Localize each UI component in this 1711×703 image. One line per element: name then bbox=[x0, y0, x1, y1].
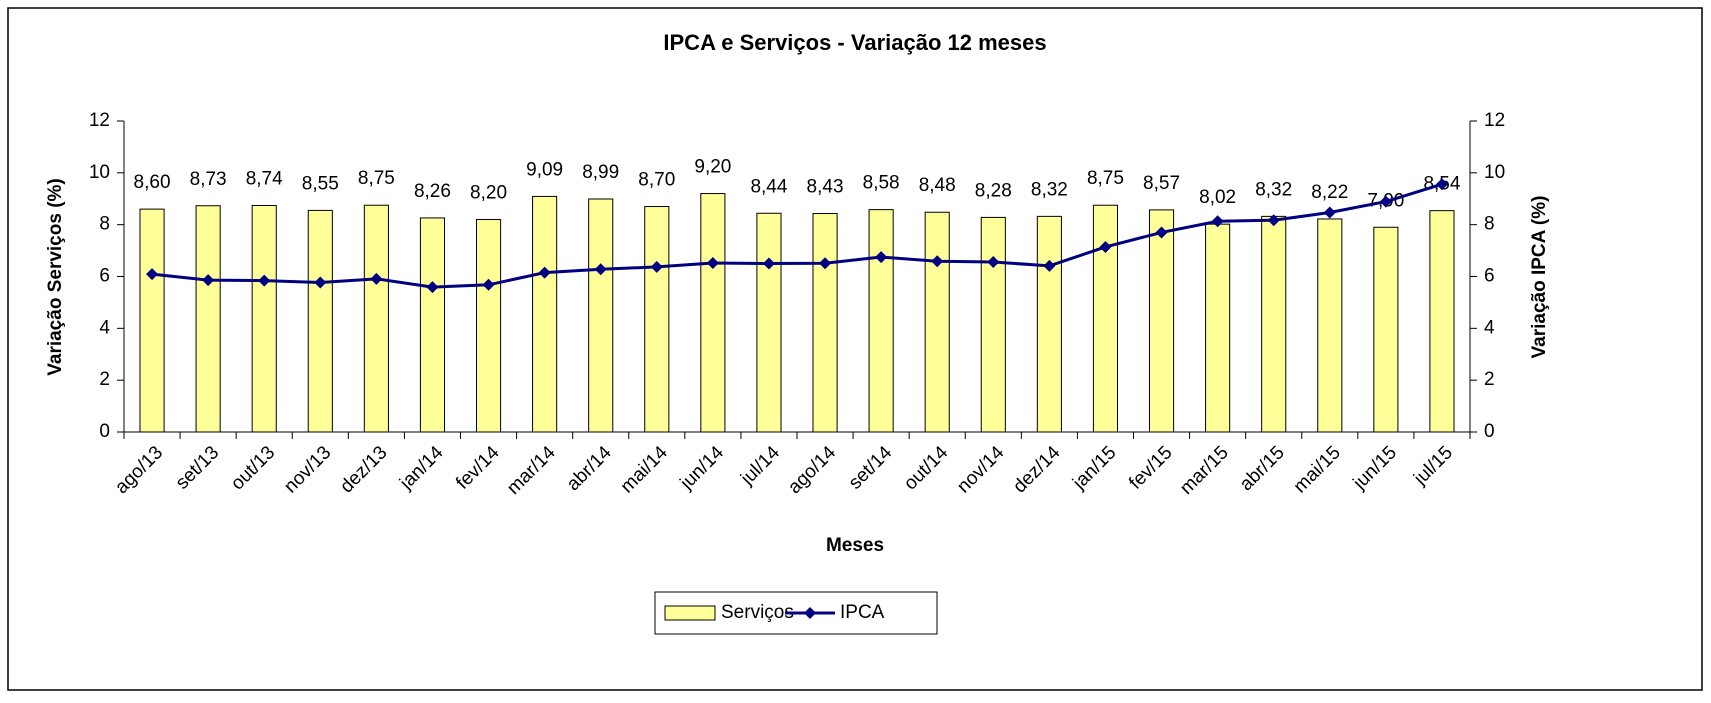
marker bbox=[819, 257, 832, 270]
data-label: 8,32 bbox=[1255, 179, 1292, 200]
bar bbox=[1148, 209, 1175, 433]
marker bbox=[1211, 215, 1224, 228]
marker bbox=[875, 251, 888, 264]
data-label: 8,58 bbox=[863, 173, 900, 194]
bar bbox=[251, 204, 277, 433]
bar bbox=[1373, 226, 1399, 433]
marker bbox=[762, 257, 775, 270]
y2-tick-label: 6 bbox=[1484, 266, 1495, 287]
data-label: 8,70 bbox=[638, 170, 675, 191]
y-tick-label: 8 bbox=[99, 214, 110, 235]
y2-tick-label: 8 bbox=[1484, 214, 1495, 235]
x-axis-title: Meses bbox=[826, 535, 884, 556]
marker bbox=[1435, 178, 1448, 191]
data-label: 8,57 bbox=[1143, 173, 1180, 194]
bar bbox=[475, 218, 502, 433]
legend-swatch bbox=[804, 607, 816, 619]
y-tick-label: 6 bbox=[99, 266, 110, 287]
data-label: 8,02 bbox=[1199, 187, 1236, 208]
data-label: 8,74 bbox=[246, 169, 283, 190]
bar bbox=[307, 209, 333, 433]
bar bbox=[363, 204, 389, 433]
bar bbox=[532, 195, 558, 433]
data-label: 8,99 bbox=[582, 162, 619, 183]
bar bbox=[868, 209, 894, 433]
bar bbox=[1092, 204, 1119, 433]
bar bbox=[588, 198, 614, 433]
bar bbox=[1429, 210, 1455, 433]
chart-title: IPCA e Serviços - Variação 12 meses bbox=[663, 30, 1046, 55]
marker bbox=[258, 274, 271, 287]
marker bbox=[1099, 240, 1112, 253]
marker bbox=[650, 260, 663, 273]
data-label: 8,22 bbox=[1311, 182, 1348, 203]
marker bbox=[1155, 226, 1168, 239]
data-label: 9,09 bbox=[526, 159, 563, 180]
y2-tick-label: 2 bbox=[1484, 369, 1495, 390]
bar bbox=[700, 193, 726, 433]
y-tick-label: 10 bbox=[89, 162, 110, 183]
marker bbox=[1043, 259, 1056, 272]
bar bbox=[195, 205, 221, 433]
bar bbox=[1317, 218, 1343, 433]
bar bbox=[139, 208, 165, 433]
data-label: 8,55 bbox=[302, 173, 339, 194]
bar bbox=[419, 217, 446, 433]
data-label: 8,20 bbox=[470, 182, 507, 203]
data-label: 8,43 bbox=[807, 177, 844, 198]
data-label: 9,20 bbox=[694, 157, 731, 178]
marker bbox=[594, 263, 607, 276]
y-tick-label: 2 bbox=[99, 369, 110, 390]
legend-label: Serviços bbox=[721, 602, 794, 623]
legend-label: IPCA bbox=[840, 602, 885, 623]
marker bbox=[146, 268, 159, 281]
data-label: 8,75 bbox=[1087, 168, 1124, 189]
bar bbox=[812, 213, 838, 433]
bar bbox=[756, 212, 782, 433]
marker bbox=[370, 272, 383, 285]
marker bbox=[931, 255, 944, 268]
y2-axis-title: Variação IPCA (%) bbox=[1529, 196, 1550, 359]
marker bbox=[538, 266, 551, 279]
bar bbox=[644, 206, 670, 433]
chart-border bbox=[7, 7, 1703, 691]
y-tick-label: 0 bbox=[99, 421, 110, 442]
y2-tick-label: 0 bbox=[1484, 421, 1495, 442]
marker bbox=[314, 276, 327, 289]
bar bbox=[1036, 215, 1062, 433]
data-label: 8,60 bbox=[134, 172, 171, 193]
data-label: 8,73 bbox=[190, 169, 227, 190]
y2-tick-label: 10 bbox=[1484, 162, 1505, 183]
legend-swatch bbox=[664, 605, 716, 621]
marker bbox=[1323, 206, 1336, 219]
data-label: 8,28 bbox=[975, 180, 1012, 201]
marker bbox=[482, 278, 495, 291]
marker bbox=[987, 255, 1000, 268]
marker bbox=[1379, 195, 1392, 208]
marker bbox=[1267, 214, 1280, 227]
y-axis-title: Variação Serviços (%) bbox=[45, 178, 66, 376]
bar bbox=[924, 211, 950, 433]
data-label: 8,75 bbox=[358, 168, 395, 189]
marker bbox=[426, 281, 439, 294]
marker bbox=[706, 257, 719, 270]
data-label: 8,26 bbox=[414, 181, 451, 202]
bar bbox=[980, 216, 1006, 433]
bar bbox=[1261, 215, 1287, 433]
marker bbox=[202, 274, 215, 287]
y2-tick-label: 4 bbox=[1484, 317, 1495, 338]
y2-tick-label: 12 bbox=[1484, 110, 1505, 131]
y-tick-label: 4 bbox=[99, 317, 110, 338]
data-label: 8,44 bbox=[750, 176, 787, 197]
bar bbox=[1205, 223, 1231, 433]
y-tick-label: 12 bbox=[89, 110, 110, 131]
data-label: 8,32 bbox=[1031, 179, 1068, 200]
line bbox=[151, 182, 1443, 289]
data-label: 8,48 bbox=[919, 175, 956, 196]
